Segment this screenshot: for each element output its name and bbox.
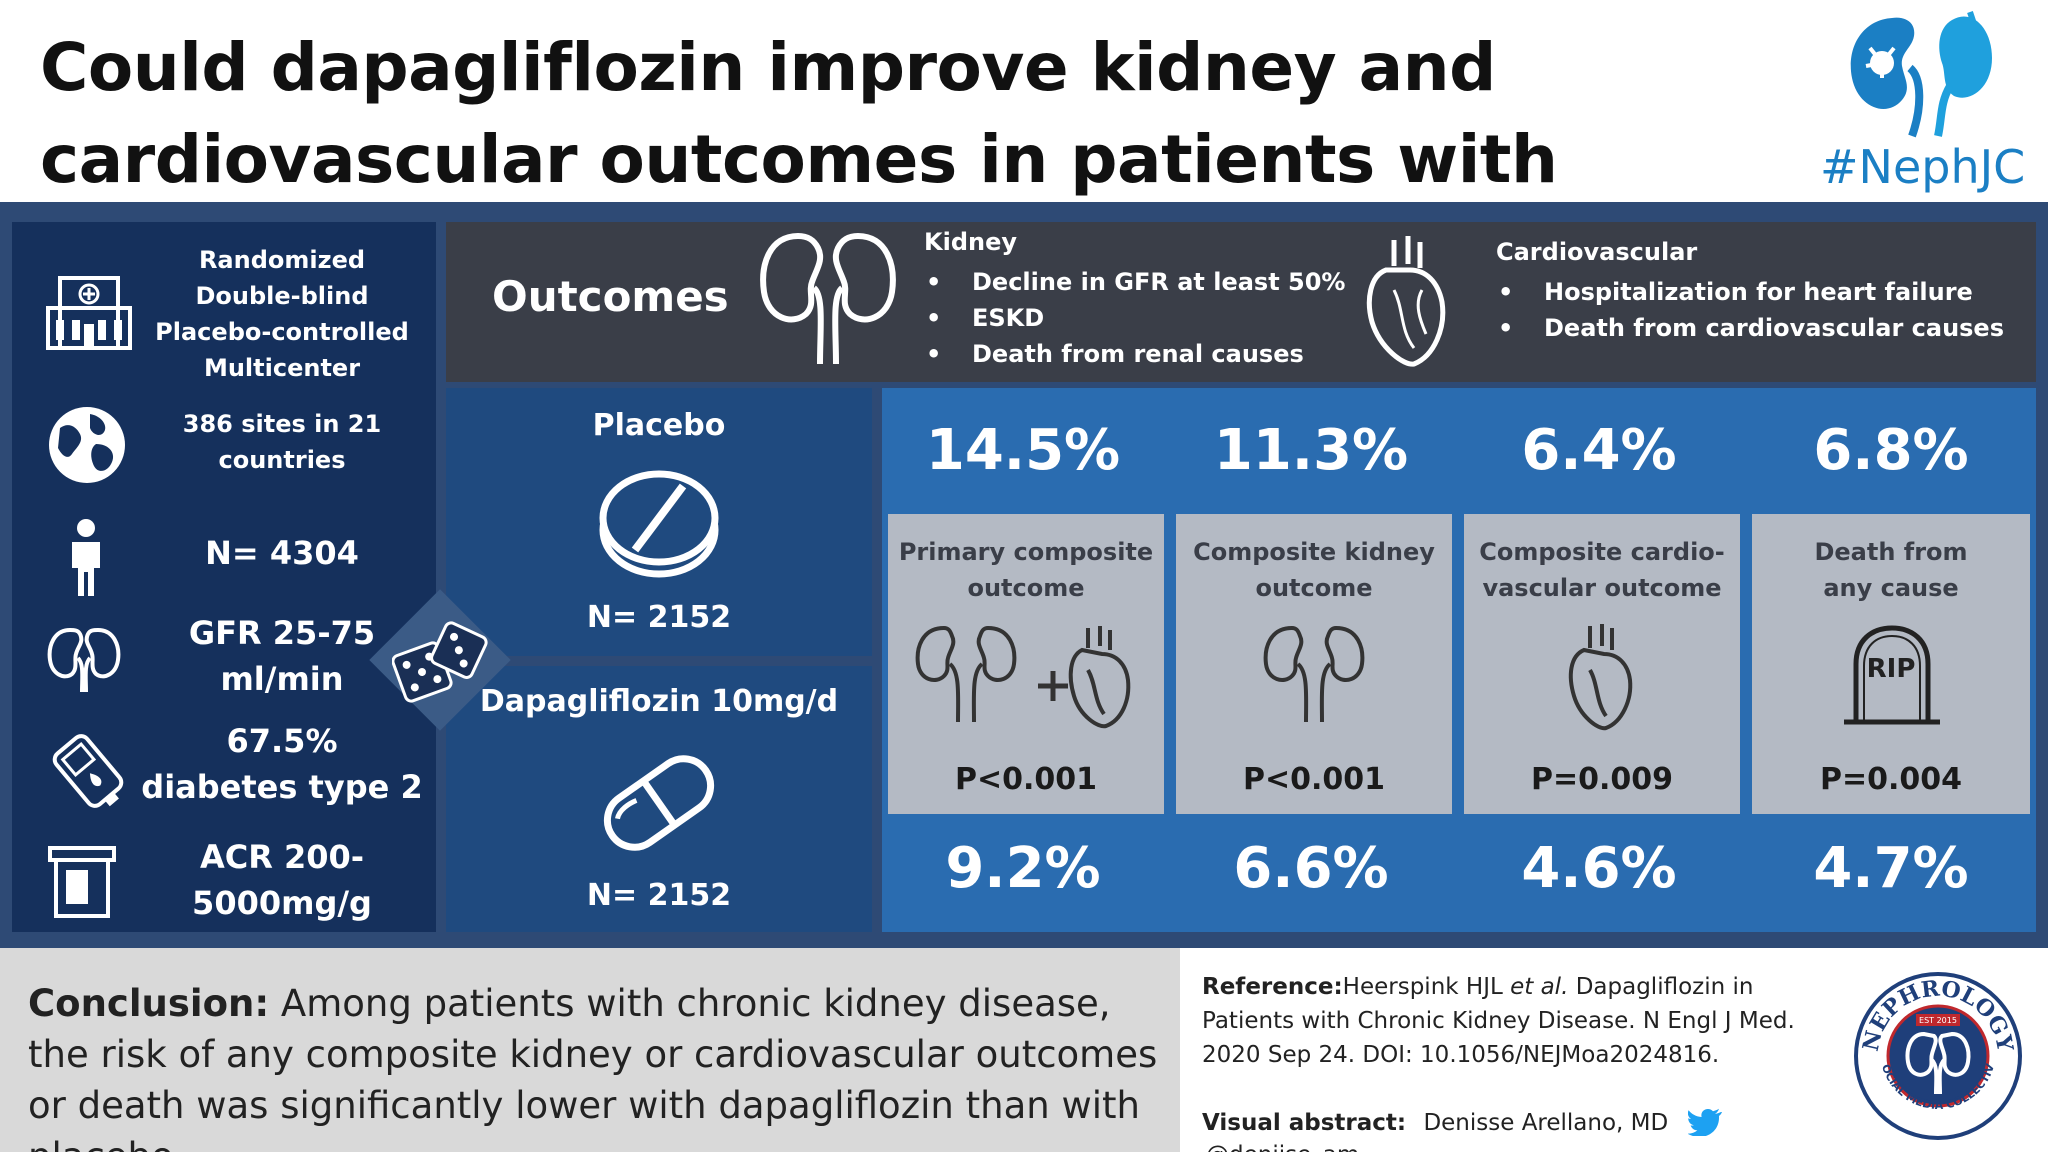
dapagliflozin-n: N= 2152 [586,878,732,913]
header: Could dapagliflozin improve kidney and c… [0,0,2048,290]
twitter-handle: @deniise_am [1206,1142,1359,1152]
conclusion: Conclusion: Among patients with chronic … [0,948,1180,1152]
dapagliflozin-rate: 4.7% [1813,836,1969,901]
person-icon [64,518,108,602]
visual-abstract-credit: Visual abstract: Denisse Arellano, MD @d… [1202,1108,1842,1152]
p-value: P<0.001 [954,762,1098,797]
result-label: Primary composite outcome [898,538,1154,602]
kidney-icon [758,230,898,370]
placebo-rate: 11.3% [1213,418,1409,483]
pill-icon [599,468,719,582]
list-item: Hospitalization for heart failure [1496,274,2004,310]
heart-icon [1364,230,1448,374]
list-item: Death from cardiovascular causes [1496,310,2004,346]
result-label: Composite kidney outcome [1193,538,1435,602]
design-row-sites: 386 sites in 21 countries [12,404,436,494]
page-title: Could dapagliflozin improve kidney and c… [40,29,1558,290]
conclusion-label: Conclusion: [28,982,270,1025]
design-row-n: N= 4304 [12,512,436,602]
kidney-icon [46,624,122,698]
globe-icon [46,404,128,490]
nephjc-hashtag: #NephJC [1820,140,2026,194]
kidney-plus-heart-icon [888,624,1164,754]
placebo-n: N= 2152 [586,600,732,635]
dice-icon [391,616,488,712]
seal-est: EST 2015 [1919,1016,1957,1025]
conclusion-text: Among patients with chronic kidney disea… [28,982,1158,1152]
hospital-icon [46,268,132,356]
results-panel: 14.5% Primary composite outcome [882,388,2036,932]
list-item: Death from renal causes [924,336,1345,372]
cardio-outcomes-title: Cardiovascular [1496,238,1698,266]
visual-abstract-label: Visual abstract: [1202,1110,1407,1136]
result-composite-kidney: 11.3% Composite kidney outcome P<0.001 6… [1170,388,1452,932]
result-composite-cardiovascular: 6.4% Composite cardio- vascular outcome … [1458,388,1740,932]
placebo-rate: 6.4% [1521,418,1677,483]
reference: Reference:Heerspink HJL et al. Dapaglifl… [1202,974,1795,1068]
placebo-arm: Placebo N= 2152 [446,388,872,656]
p-value: P<0.001 [1242,762,1386,797]
cardio-outcomes-list: Hospitalization for heart failure Death … [1496,274,2004,346]
result-label: Composite cardio- vascular outcome [1479,538,1725,602]
list-item: Decline in GFR at least 50% [924,264,1345,300]
design-row-diabetes: 67.5% diabetes type 2 [12,718,436,818]
dapagliflozin-rate: 4.6% [1521,836,1677,901]
kidney-logo-icon [1850,11,1992,138]
kidney-outcomes-list: Decline in GFR at least 50% ESKD Death f… [924,264,1345,372]
reference-label: Reference: [1202,974,1343,1000]
dapagliflozin-arm: Dapagliflozin 10mg/d N= 2152 [446,666,872,932]
dapagliflozin-rate: 6.6% [1233,836,1389,901]
placebo-rate: 6.8% [1813,418,1969,483]
nephjc-logo: #NephJC [1820,8,2026,198]
dapagliflozin-rate: 9.2% [945,836,1101,901]
result-label: Death from any cause [1814,538,1968,602]
heart-icon [1464,624,1740,754]
visual-abstract-author: Denisse Arellano, MD [1423,1110,1669,1136]
outcomes-definition: Outcomes Kidney Decline in GFR at least … [446,222,2036,382]
randomization [369,589,511,731]
glucometer-icon [46,730,130,816]
kidney-outcomes-title: Kidney [924,228,1018,256]
design-row-acr: ACR 200- 5000mg/g [12,834,436,934]
tombstone-text: RIP [1866,654,1916,684]
design-row-gfr: GFR 25-75 ml/min [12,610,436,710]
capsule-icon [594,748,724,862]
result-primary-composite: 14.5% Primary composite outcome [882,388,1164,932]
placebo-rate: 14.5% [925,418,1121,483]
result-death-any-cause: 6.8% Death from any cause RIP P=0.004 4.… [1746,388,2036,932]
kidney-icon [1176,624,1452,754]
study-design-panel: Randomized Double-blind Placebo-controll… [12,222,436,932]
placebo-label: Placebo [592,408,726,443]
dapagliflozin-label: Dapagliflozin 10mg/d [479,684,839,719]
p-value: P=0.004 [1819,762,1963,797]
tombstone-icon: RIP [1752,624,2030,754]
footer: Conclusion: Among patients with chronic … [0,948,2048,1152]
result-card: Composite cardio- vascular outcome P=0.0… [1464,514,1740,814]
twitter-icon [1686,1108,1722,1142]
design-row-methods: Randomized Double-blind Placebo-controll… [12,242,436,382]
outcomes-label: Outcomes [492,272,729,321]
result-card: Composite kidney outcome P<0.001 [1176,514,1452,814]
urine-cup-icon [46,844,118,924]
result-card: Primary composite outcome P<0.001 [888,514,1164,814]
list-item: ESKD [924,300,1345,336]
p-value: P=0.009 [1530,762,1674,797]
result-card: Death from any cause RIP P=0.004 [1752,514,2030,814]
